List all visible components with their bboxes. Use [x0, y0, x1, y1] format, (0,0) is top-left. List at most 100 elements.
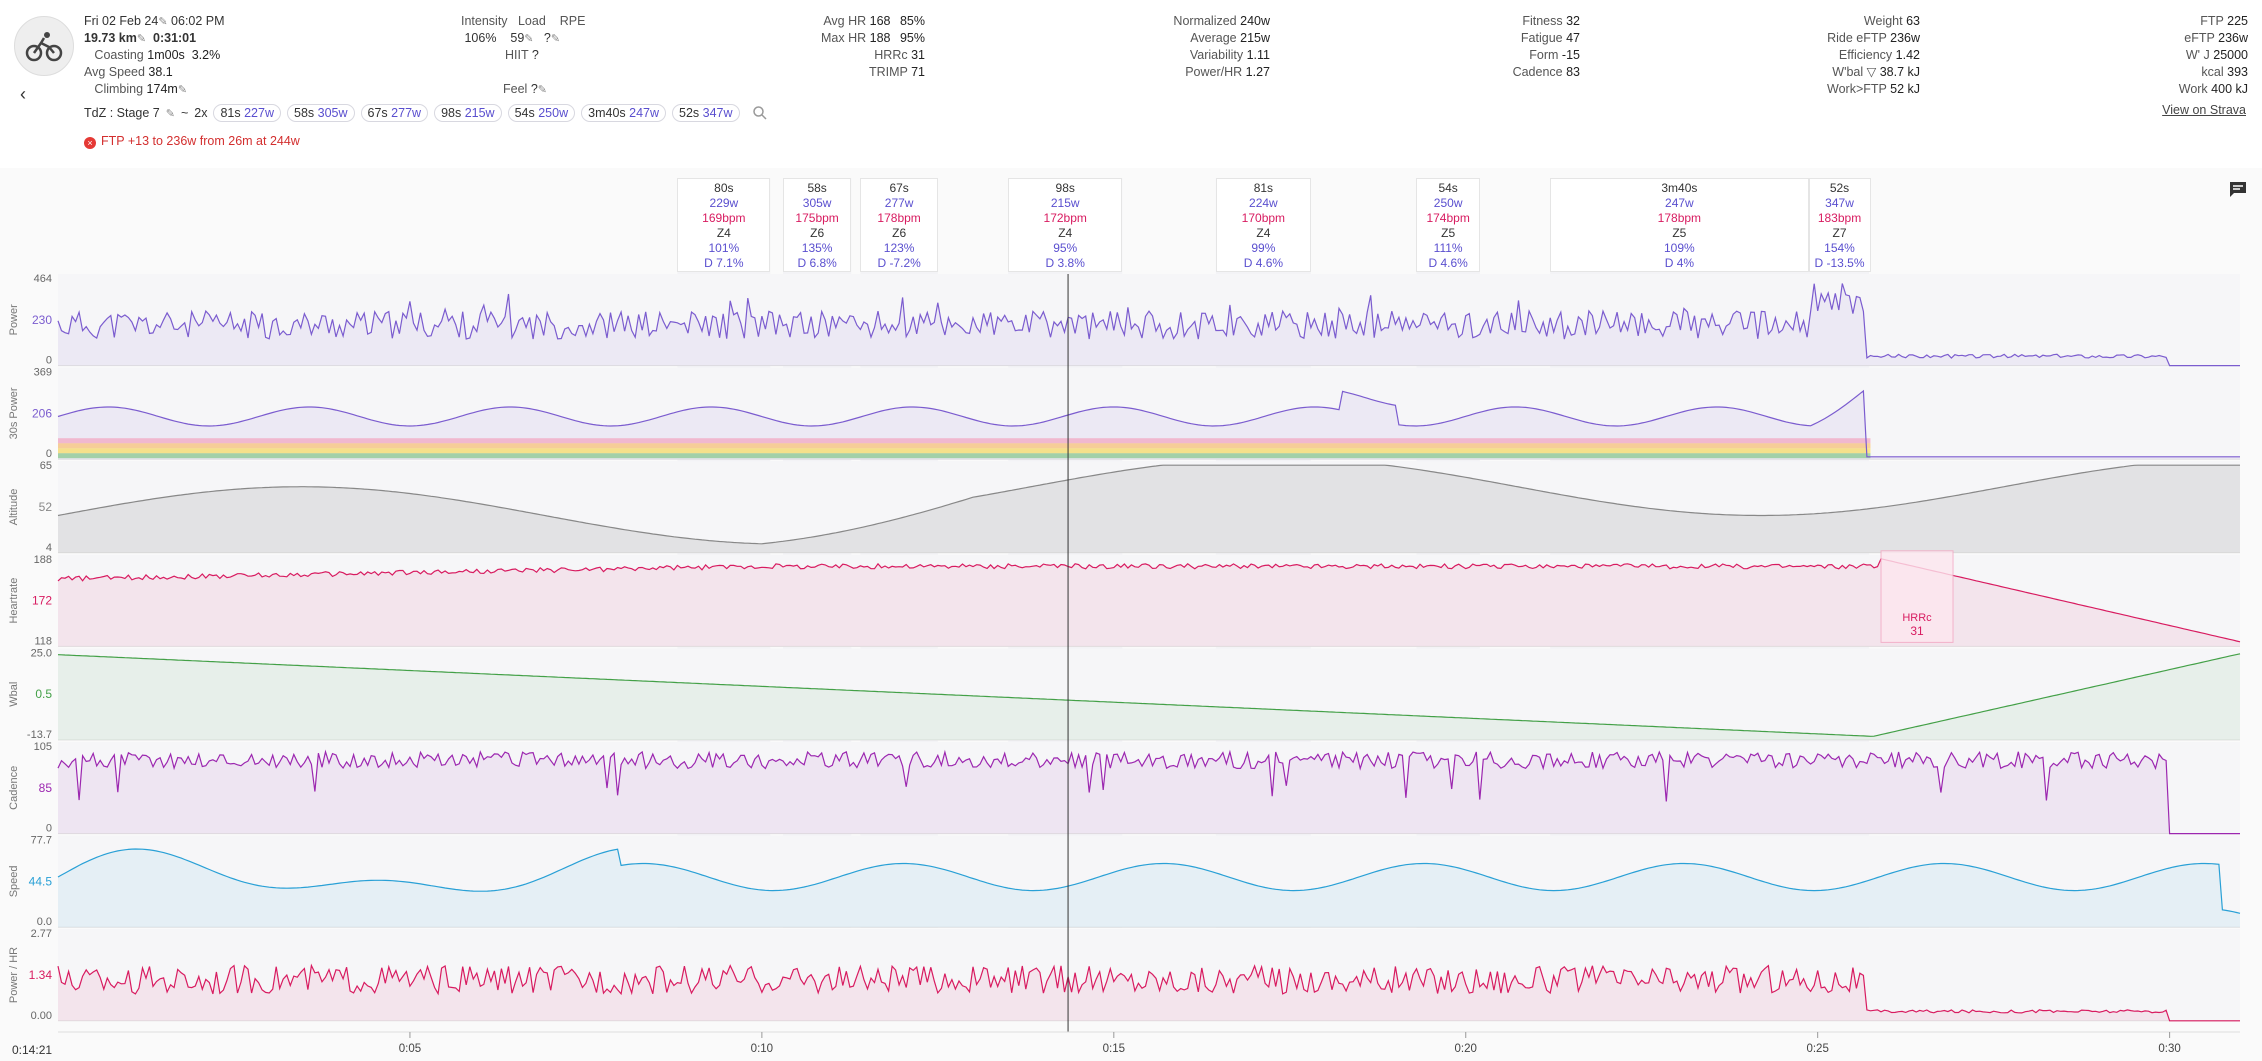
rpe-label: RPE — [559, 14, 586, 28]
hr-stat-label: Max HR — [821, 31, 867, 45]
interval-drift: D 4.6% — [1243, 256, 1284, 270]
interval-label[interactable]: 81s 224w 170bpm Z4 99% D 4.6% — [1215, 178, 1311, 272]
interval-label[interactable]: 98s 215w 172bpm Z4 95% D 3.8% — [1008, 178, 1123, 272]
load-value: 59 — [510, 31, 525, 45]
interval-chip[interactable]: 81s 227w — [213, 104, 281, 122]
chip-duration: 81s — [220, 106, 245, 120]
chip-duration: 54s — [514, 106, 539, 120]
fitness-stat-row: Fatigue 47 — [1470, 30, 1580, 47]
interval-pct: 154% — [1824, 241, 1855, 255]
lane-name: Altitude — [8, 489, 20, 526]
lane-name: Power — [8, 304, 20, 336]
coasting-pct: 3.2% — [191, 48, 221, 62]
rider-stat-label: W'bal ▽ — [1832, 65, 1877, 79]
interval-label[interactable]: 3m40s 247w 178bpm Z5 109% D 4% — [1550, 178, 1809, 272]
interval-label[interactable]: 52s 347w 183bpm Z7 154% D -13.5% — [1808, 178, 1871, 272]
rider-stat-label: Efficiency — [1838, 48, 1893, 62]
chip-watts: 305w — [317, 106, 348, 120]
interval-label[interactable]: 67s 277w 178bpm Z6 123% D -7.2% — [860, 178, 938, 272]
interval-drift: D -7.2% — [877, 256, 921, 270]
charts-svg[interactable]: Power 464 230 0 30s Power 369 206 0 Altitude 65 52… — [0, 168, 2262, 1061]
rider-stat-label: Weight — [1863, 14, 1903, 28]
hr-stat-label: HRRc — [874, 48, 908, 62]
hiit-label: HIIT — [505, 48, 529, 62]
interval-chip[interactable]: 58s 305w — [287, 104, 355, 122]
fitness-stat-value: -15 — [1558, 48, 1580, 62]
view-on-strava-link[interactable]: View on Strava — [2162, 103, 2246, 117]
interval-chip[interactable]: 67s 277w — [360, 104, 429, 122]
interval-zone: Z5 — [1672, 226, 1687, 240]
interval-chip[interactable]: 3m40s 247w — [581, 104, 667, 122]
interval-zone: Z5 — [1441, 226, 1456, 240]
hr-stat-row: HRRc 31 — [760, 47, 925, 64]
edit-pencil-icon[interactable]: ✎ — [550, 33, 561, 45]
series-area — [58, 849, 2240, 928]
interval-chip[interactable]: 98s 215w — [434, 104, 502, 122]
lane-tick: 369 — [34, 367, 52, 379]
activity-time: 06:02 PM — [171, 14, 225, 28]
interval-zone: Z6 — [892, 226, 907, 240]
lane-tick: 0.0 — [37, 916, 52, 928]
fitness-stat-value: 32 — [1562, 14, 1580, 28]
interval-watts: 247w — [1665, 196, 1694, 210]
edit-pencil-icon[interactable]: ✎ — [177, 84, 188, 96]
power-stat-row: Power/HR 1.27 — [1130, 64, 1270, 81]
interval-label[interactable]: 58s 305w 175bpm Z6 135% D 6.8% — [782, 178, 852, 272]
zone-band — [58, 438, 1871, 444]
lane-tick: 0 — [46, 448, 52, 460]
power-stat-value: 1.27 — [1242, 65, 1270, 79]
series-line — [57, 963, 2240, 1022]
power-stat-value: 240w — [1236, 14, 1270, 28]
interval-hr: 169bpm — [702, 211, 746, 225]
ftp-stat-row: Work 400 kJ — [2120, 81, 2248, 98]
lane-name: Heartrate — [8, 578, 20, 624]
back-chevron-icon[interactable]: ‹ — [20, 84, 26, 104]
edit-pencil-icon[interactable]: ✎ — [165, 107, 175, 120]
interval-hr: 178bpm — [877, 211, 921, 225]
rpe-value[interactable]: ? — [543, 31, 551, 45]
interval-pct: 95% — [1053, 241, 1078, 255]
coasting-value: 1m00s — [147, 48, 185, 62]
lane-tick: 0.5 — [35, 687, 52, 701]
x-tick-label: 0:10 — [751, 1043, 773, 1055]
edit-pencil-icon[interactable]: ✎ — [136, 33, 147, 45]
chip-watts: 215w — [464, 106, 495, 120]
feel-value[interactable]: ? — [530, 82, 538, 96]
interval-drift: D 3.8% — [1045, 256, 1085, 270]
edit-pencil-icon[interactable]: ✎ — [524, 33, 534, 45]
series-area — [58, 751, 2240, 834]
feel-label: Feel — [503, 82, 528, 96]
ftp-stat-label: kcal — [2201, 65, 2224, 79]
climbing-label: Climbing — [94, 82, 144, 96]
hiit-value[interactable]: ? — [531, 48, 539, 62]
interval-label[interactable]: 54s 250w 174bpm Z5 111% D 4.6% — [1416, 178, 1480, 272]
tdz-reps: 2x — [194, 106, 208, 120]
rider-summary: Weight 63 Ride eFTP 236w Efficiency 1.42 W'… — [1780, 13, 1920, 98]
edit-pencil-icon[interactable]: ✎ — [158, 16, 168, 28]
series-area — [58, 465, 2240, 553]
interval-chip[interactable]: 54s 250w — [507, 104, 576, 122]
hr-stat-label: Avg HR — [823, 14, 867, 28]
chip-watts: 347w — [702, 106, 733, 120]
interval-label[interactable]: 80s 229w 169bpm Z4 101% D 7.1% — [677, 178, 771, 272]
rider-stat-value: 1.42 — [1892, 48, 1920, 62]
comment-icon[interactable] — [2228, 180, 2248, 198]
interval-drift: D 4% — [1664, 256, 1695, 270]
lane-name: 30s Power — [8, 387, 20, 439]
interval-chip[interactable]: 52s 347w — [672, 104, 740, 122]
lane-tick: 1.34 — [29, 968, 53, 982]
series-line — [57, 848, 2241, 914]
search-icon[interactable] — [752, 105, 768, 121]
ftp-change-message: × FTP +13 to 236w from 26m at 244w — [84, 134, 300, 149]
intensity-value: 106% — [464, 31, 497, 45]
avg-speed-label: Avg Speed — [84, 65, 145, 79]
interval-pct: 111% — [1433, 241, 1463, 255]
interval-watts: 229w — [709, 196, 739, 210]
activity-distance: 19.73 km — [84, 31, 137, 45]
edit-pencil-icon[interactable]: ✎ — [537, 84, 547, 96]
interval-hr: 183bpm — [1817, 211, 1862, 225]
interval-duration: 98s — [1055, 181, 1075, 195]
tdz-label[interactable]: TdZ : Stage 7 — [84, 106, 160, 120]
interval-zone: Z4 — [1256, 226, 1271, 240]
lane-background — [58, 835, 2240, 928]
